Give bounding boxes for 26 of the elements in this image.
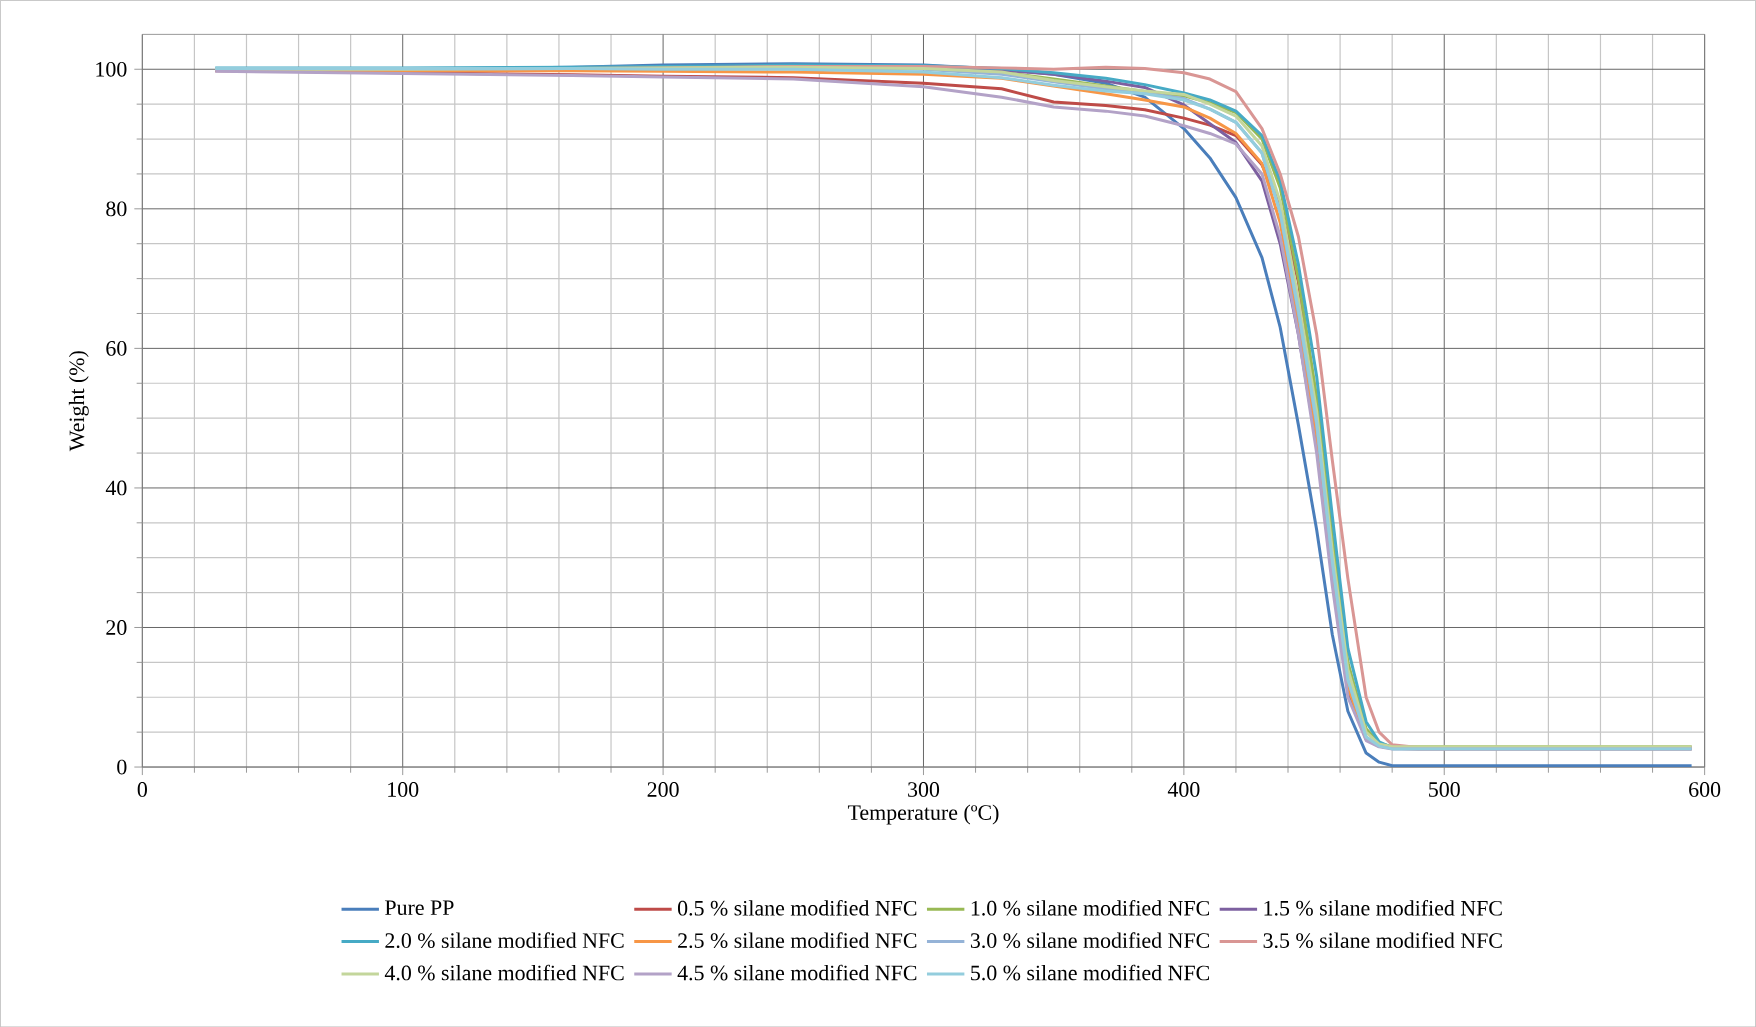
y-axis-title: Weight (%) xyxy=(68,351,89,452)
y-tick-label: 40 xyxy=(105,480,127,496)
legend-label: 5.0 % silane modified NFC xyxy=(971,964,1210,981)
legend-label: 3.5 % silane modified NFC xyxy=(1263,932,1502,948)
y-tick-label: 80 xyxy=(106,201,127,217)
y-tick-label: 20 xyxy=(106,619,127,635)
x-tick-label: 300 xyxy=(908,781,940,797)
y-tick-label: 60 xyxy=(106,340,127,356)
y-tick-label: 100 xyxy=(96,61,127,77)
legend-label: 2.5 % silane modified NFC xyxy=(678,932,917,948)
y-tick-label: 0 xyxy=(117,759,127,775)
legend-label: 4.5 % silane modified NFC xyxy=(677,964,917,981)
legend-label: 1.5 % silane modified NFC xyxy=(1264,899,1502,916)
legend-label: 2.0 % silane modified NFC xyxy=(385,932,624,948)
legend-label: 3.0 % silane modified NFC xyxy=(970,932,1210,948)
x-tick-label: 600 xyxy=(1689,781,1721,797)
legend-label: 0.5 % silane modified NFC xyxy=(677,899,917,916)
x-axis-title: Temperature (ºC) xyxy=(847,804,999,825)
legend-label: 1.0 % silane modified NFC xyxy=(971,899,1210,916)
legend-label: 4.0 % silane modified NFC xyxy=(384,964,624,981)
x-tick-label: 100 xyxy=(388,781,419,797)
x-tick-label: 400 xyxy=(1167,781,1200,797)
x-tick-label: 500 xyxy=(1429,781,1460,797)
x-tick-label: 200 xyxy=(647,781,679,797)
legend-label: Pure PP xyxy=(385,900,454,915)
x-tick-label: 0 xyxy=(137,781,147,797)
